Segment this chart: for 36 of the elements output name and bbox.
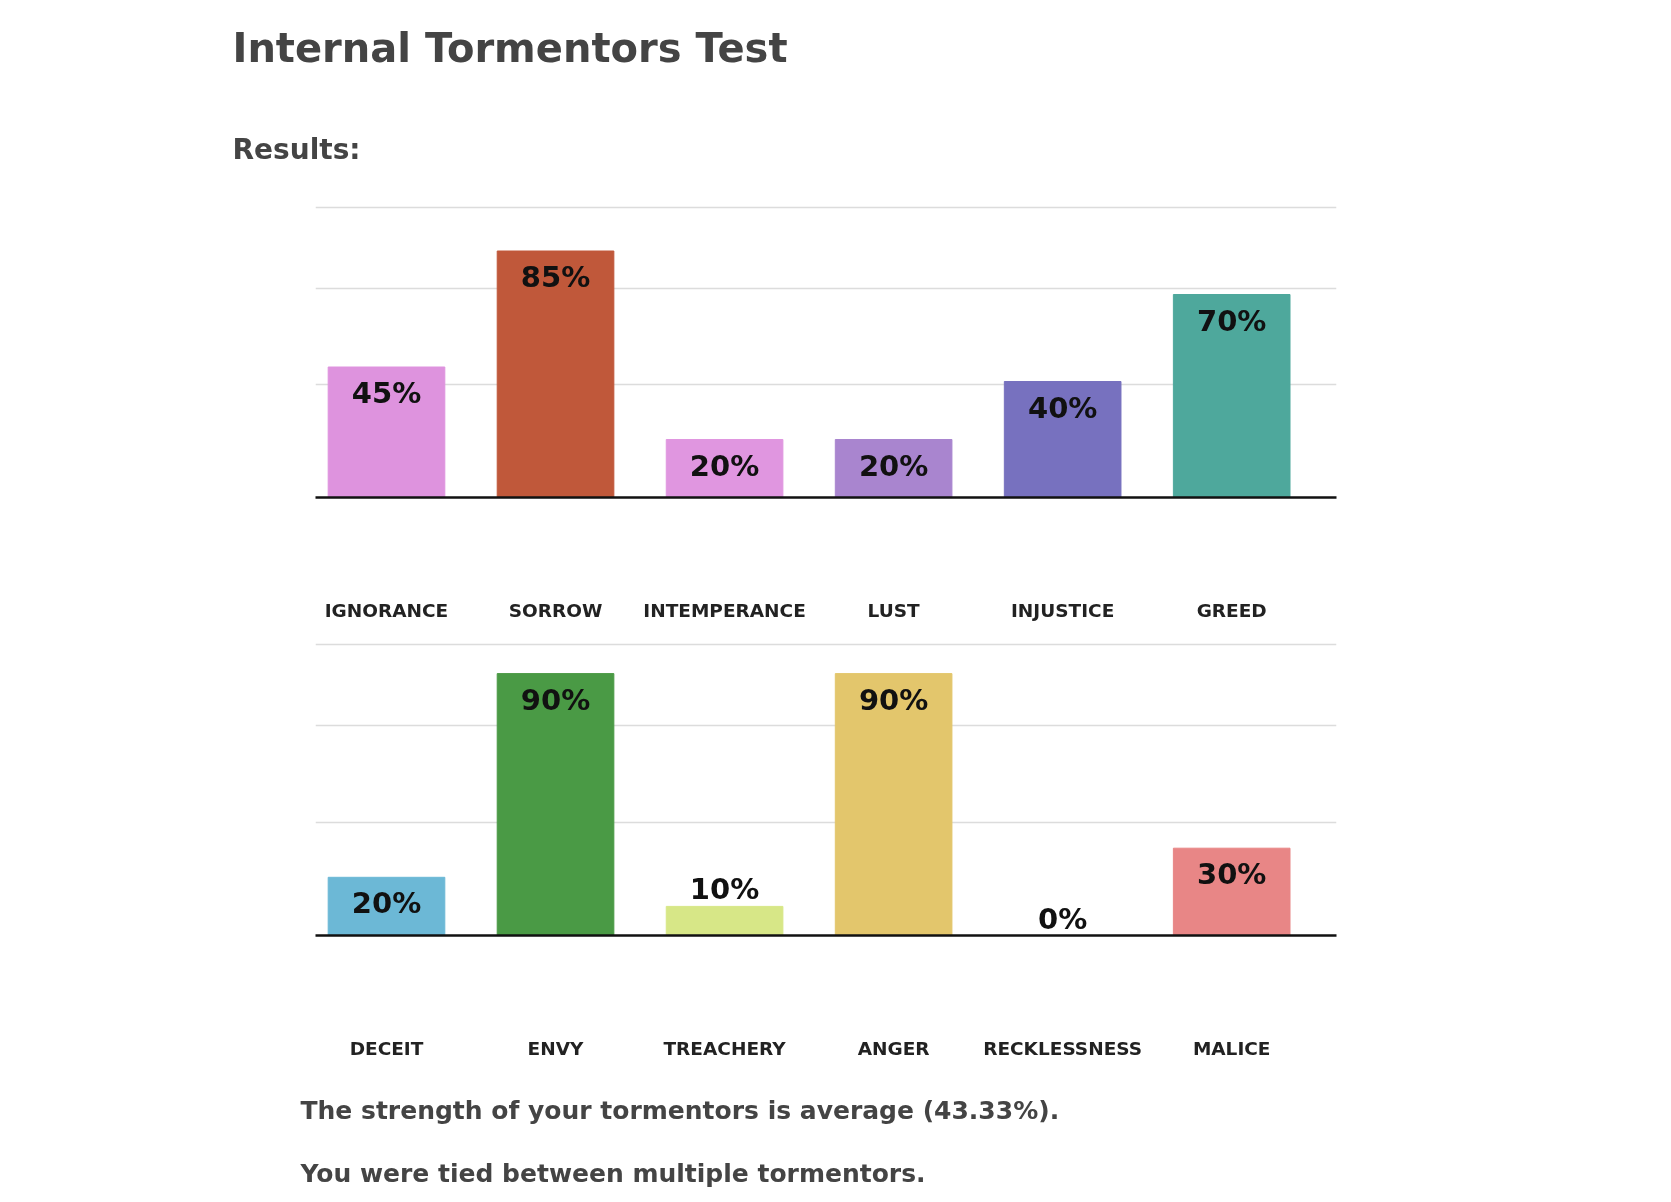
chart-title: Internal Tormentors Test xyxy=(232,24,788,71)
data-label: 20% xyxy=(689,448,760,483)
bar xyxy=(834,673,953,936)
x-tick-label: GREED xyxy=(1196,599,1267,621)
data-label: 30% xyxy=(1196,857,1267,892)
data-label: 85% xyxy=(520,260,591,294)
x-tick-label: SORROW xyxy=(508,599,603,621)
x-tick-label: INJUSTICE xyxy=(1011,599,1115,621)
chart-subtitle: Results: xyxy=(232,133,361,166)
x-tick-label: LUST xyxy=(867,599,921,621)
bar xyxy=(327,366,446,498)
x-tick-label: TREACHERY xyxy=(663,1037,787,1059)
x-tick-label: ENVY xyxy=(527,1037,585,1059)
data-label: 45% xyxy=(351,376,422,410)
data-label: 10% xyxy=(689,872,760,907)
data-label: 40% xyxy=(1027,390,1098,425)
bar xyxy=(1003,381,1122,498)
x-tick-label: INTEMPERANCE xyxy=(643,599,806,621)
x-tick-label: MALICE xyxy=(1192,1037,1271,1059)
bar xyxy=(665,905,784,936)
text: You were tied between multiple tormentors. xyxy=(299,1158,926,1188)
data-label: 20% xyxy=(351,886,422,921)
bar xyxy=(1172,847,1291,936)
data-label: 20% xyxy=(858,448,929,483)
bar xyxy=(496,250,615,498)
x-tick-label: IGNORANCE xyxy=(324,599,449,621)
bar xyxy=(496,673,615,936)
bar xyxy=(1172,294,1291,498)
data-label: 90% xyxy=(520,682,591,717)
text: The strength of your tormentors is average (43.33%). xyxy=(300,1095,1060,1125)
x-tick-label: DECEIT xyxy=(349,1037,424,1059)
x-tick-label: ANGER xyxy=(857,1037,930,1059)
data-label: 90% xyxy=(858,682,929,717)
data-label: 70% xyxy=(1196,303,1267,338)
x-tick-label: RECKLESSNESS xyxy=(983,1037,1143,1059)
data-label: 0% xyxy=(1038,901,1088,936)
